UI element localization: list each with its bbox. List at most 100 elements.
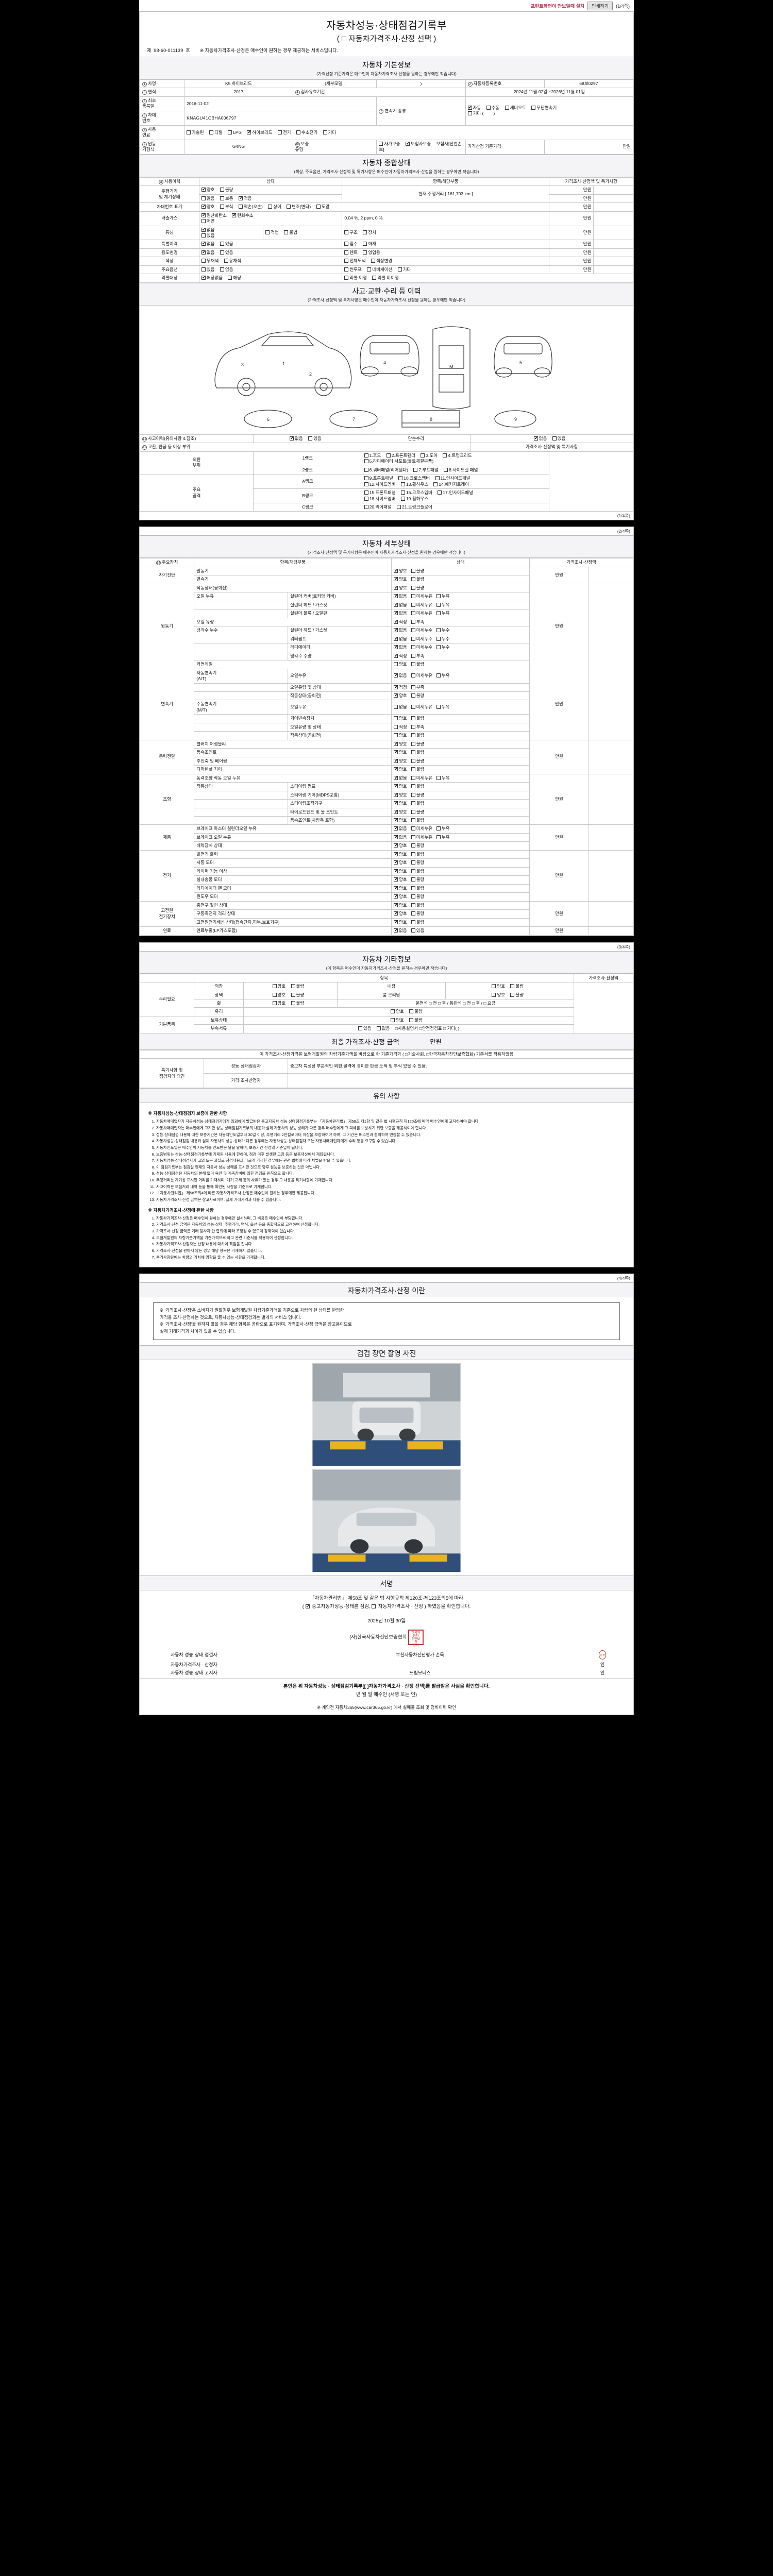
print-button[interactable]: 인쇄하기 bbox=[587, 2, 613, 10]
opt-interior-bad[interactable]: 불량 bbox=[510, 984, 524, 989]
opt-options-none[interactable]: 없음 bbox=[220, 267, 233, 273]
opt-color-changed[interactable]: 색상변경 bbox=[371, 258, 392, 264]
opt-wheel-bad[interactable]: 불량 bbox=[291, 1001, 304, 1006]
opt-불량[interactable]: 불량 bbox=[411, 809, 424, 815]
opt-누유[interactable]: 누유 bbox=[436, 602, 450, 608]
opt-양호[interactable]: 양호 bbox=[394, 868, 407, 874]
opt-tuning-legal[interactable]: 적법 bbox=[265, 230, 279, 235]
opt-양호[interactable]: 양호 bbox=[394, 791, 407, 798]
opt-양호[interactable]: 양호 bbox=[394, 910, 407, 917]
opt-미세누유[interactable]: 미세누유 bbox=[411, 835, 432, 840]
opt-quarter-panel[interactable]: 6.쿼터패널(리어휀다) bbox=[364, 467, 408, 473]
opt-hold-bad[interactable]: 불량 bbox=[409, 1018, 423, 1023]
opt-누유[interactable]: 누유 bbox=[436, 611, 450, 616]
opt-vinmark-damage[interactable]: 훼손(오손) bbox=[238, 204, 263, 210]
opt-없음[interactable]: 없음 bbox=[394, 834, 407, 840]
opt-누유[interactable]: 누유 bbox=[436, 704, 450, 710]
opt-color-fullpaint[interactable]: 전체도색 bbox=[344, 258, 366, 264]
opt-양호[interactable]: 양호 bbox=[394, 783, 407, 789]
opt-recall-done[interactable]: 리콜 이행 bbox=[344, 275, 367, 281]
opt-vinmark-corrosion[interactable]: 부식 bbox=[220, 204, 233, 210]
opt-options-sunroof[interactable]: 썬루프 bbox=[344, 267, 362, 273]
opt-불량[interactable]: 불량 bbox=[411, 693, 424, 699]
opt-usechange-yes[interactable]: 있음 bbox=[220, 250, 233, 256]
opt-불량[interactable]: 불량 bbox=[411, 852, 424, 857]
opt-누유[interactable]: 누유 bbox=[436, 673, 450, 679]
opt-불량[interactable]: 불량 bbox=[411, 894, 424, 900]
opt-fuel-lpg[interactable]: LPG bbox=[227, 130, 242, 135]
opt-불량[interactable]: 불량 bbox=[411, 716, 424, 721]
opt-누유[interactable]: 누유 bbox=[436, 775, 450, 781]
opt-docs-yes[interactable]: 있음 bbox=[358, 1026, 371, 1031]
opt-special-flood[interactable]: 침수 bbox=[344, 241, 358, 247]
opt-없음[interactable]: 없음 bbox=[394, 626, 407, 633]
opt-양호[interactable]: 양호 bbox=[394, 876, 407, 883]
opt-없음[interactable]: 없음 bbox=[394, 609, 407, 616]
opt-양호[interactable]: 양호 bbox=[394, 766, 407, 772]
opt-inside-panel-b[interactable]: 17.인사이드패널 bbox=[438, 490, 473, 496]
opt-부족[interactable]: 부족 bbox=[411, 685, 424, 690]
opt-trans-other[interactable]: 기타 ( ) bbox=[467, 111, 495, 116]
opt-exterior-bad[interactable]: 불량 bbox=[291, 984, 304, 989]
opt-rear-panel-c[interactable]: 20.리어패널 bbox=[364, 504, 392, 510]
opt-fuel-electric[interactable]: 전기 bbox=[277, 130, 291, 135]
opt-side-member-b[interactable]: 18.사이드멤버 bbox=[364, 496, 396, 502]
opt-wheelhouse-b[interactable]: 19.휠하우스 bbox=[400, 496, 428, 502]
opt-미세누유[interactable]: 미세누유 bbox=[411, 826, 432, 832]
opt-tuning-structure[interactable]: 구조 bbox=[344, 230, 358, 235]
opt-docs-none[interactable]: 없음 bbox=[376, 1026, 390, 1031]
opt-accident-yes[interactable]: 있음 bbox=[308, 436, 322, 442]
opt-cleaning-bad[interactable]: 불량 bbox=[510, 992, 524, 998]
opt-trans-auto[interactable]: 자동 bbox=[467, 104, 481, 111]
opt-vinmark-erased[interactable]: 도말 bbox=[316, 204, 329, 210]
opt-불량[interactable]: 불량 bbox=[411, 733, 424, 738]
opt-trans-manual[interactable]: 수동 bbox=[486, 105, 499, 111]
opt-tuning-illegal[interactable]: 불법 bbox=[284, 230, 297, 235]
opt-mileage-bad[interactable]: 불량 bbox=[220, 187, 233, 193]
opt-양호[interactable]: 양호 bbox=[394, 893, 407, 900]
opt-vinmark-different[interactable]: 상이 bbox=[268, 204, 281, 210]
opt-양호[interactable]: 양호 bbox=[394, 902, 407, 908]
opt-trunk-lid[interactable]: 4.트렁크리드 bbox=[443, 453, 472, 459]
opt-없음[interactable]: 없음 bbox=[394, 825, 407, 832]
opt-미세누수[interactable]: 미세누수 bbox=[411, 636, 432, 642]
opt-recall-notdone[interactable]: 리콜 미이행 bbox=[372, 275, 399, 281]
opt-emission-hc[interactable]: 탄화수소 bbox=[232, 212, 254, 218]
opt-불량[interactable]: 불량 bbox=[411, 818, 424, 823]
opt-불량[interactable]: 불량 bbox=[411, 886, 424, 891]
opt-누수[interactable]: 누수 bbox=[436, 645, 450, 650]
opt-hood[interactable]: 1.후드 bbox=[364, 453, 381, 459]
opt-vinmark-altered[interactable]: 변조(변타) bbox=[287, 204, 311, 210]
opt-emission-smoke[interactable]: 매연 bbox=[201, 218, 214, 224]
opt-fuel-hydrogen[interactable]: 수소전기 bbox=[296, 130, 317, 135]
opt-불량[interactable]: 불량 bbox=[411, 662, 424, 667]
opt-options-yes[interactable]: 있음 bbox=[201, 267, 214, 273]
opt-불량[interactable]: 불량 bbox=[411, 911, 424, 917]
opt-양호[interactable]: 양호 bbox=[394, 859, 407, 866]
opt-tuning-yes[interactable]: 있음 bbox=[201, 233, 214, 239]
opt-usechange-rent[interactable]: 렌트 bbox=[344, 250, 358, 256]
opt-recall-applicable[interactable]: 해당 bbox=[228, 275, 241, 281]
opt-special-yes[interactable]: 있음 bbox=[220, 241, 233, 247]
opt-color-achromatic[interactable]: 무채색 bbox=[201, 258, 219, 264]
opt-부족[interactable]: 부족 bbox=[411, 619, 424, 625]
opt-usechange-commercial[interactable]: 영업용 bbox=[363, 250, 380, 256]
opt-미세누수[interactable]: 미세누수 bbox=[411, 628, 432, 633]
opt-door[interactable]: 3.도어 bbox=[421, 453, 438, 459]
opt-누유[interactable]: 누유 bbox=[436, 594, 450, 599]
opt-불량[interactable]: 불량 bbox=[411, 577, 424, 582]
opt-양호[interactable]: 양호 bbox=[394, 851, 407, 857]
opt-glass-bad[interactable]: 불량 bbox=[409, 1009, 423, 1014]
opt-양호[interactable]: 양호 bbox=[394, 584, 407, 591]
opt-없음[interactable]: 없음 bbox=[394, 672, 407, 679]
opt-불량[interactable]: 불량 bbox=[411, 792, 424, 798]
opt-fuel-diesel[interactable]: 디젤 bbox=[209, 130, 223, 135]
opt-trans-cvt[interactable]: 무단변속기 bbox=[531, 105, 557, 111]
opt-special-none[interactable]: 없음 bbox=[201, 240, 214, 247]
opt-roof-panel[interactable]: 7.루프패널 bbox=[413, 467, 439, 473]
opt-wheel-good[interactable]: 양호 bbox=[272, 1001, 285, 1006]
opt-있음[interactable]: 있음 bbox=[411, 928, 424, 934]
opt-불량[interactable]: 불량 bbox=[411, 784, 424, 789]
opt-양호[interactable]: 양호 bbox=[394, 749, 407, 755]
opt-exterior-good[interactable]: 양호 bbox=[272, 984, 285, 989]
